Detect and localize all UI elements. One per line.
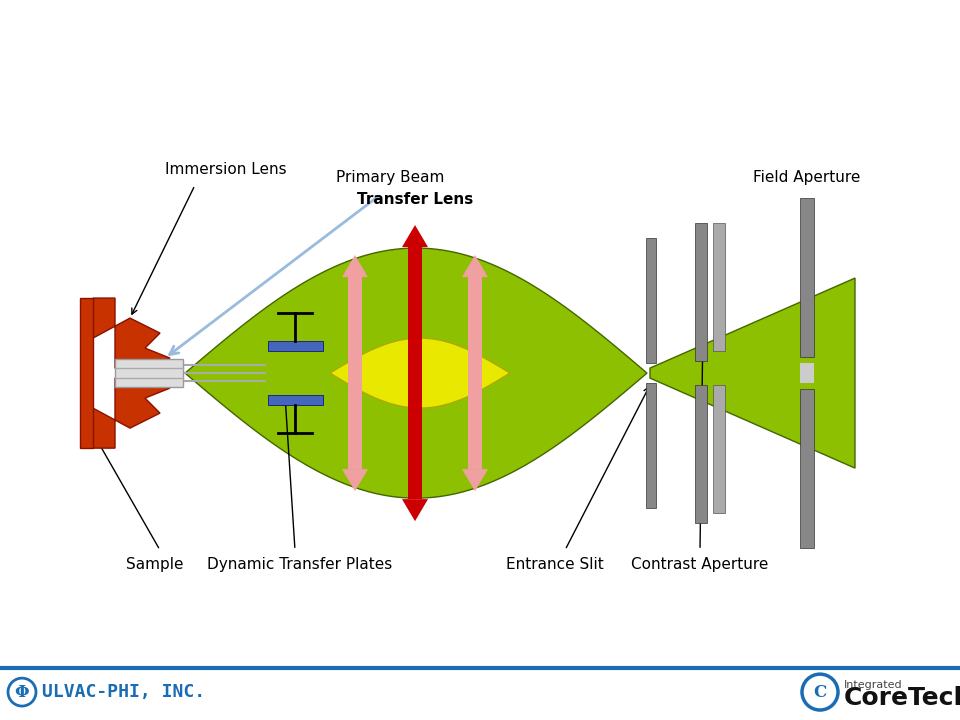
Bar (115, 359, 183, 387)
Text: C: C (813, 683, 827, 701)
Bar (800, 363, 814, 383)
Polygon shape (342, 469, 368, 491)
Text: Φ: Φ (36, 28, 68, 62)
Bar (713, 385, 725, 513)
Polygon shape (650, 278, 855, 468)
Text: Primary Beam: Primary Beam (336, 170, 444, 185)
Bar (800, 389, 814, 548)
Polygon shape (402, 499, 428, 521)
Polygon shape (342, 255, 368, 277)
Text: ULVAC-PHI, INC.: ULVAC-PHI, INC. (42, 683, 205, 701)
Text: Φ: Φ (14, 683, 30, 701)
Text: Sample: Sample (127, 557, 183, 572)
Polygon shape (93, 298, 170, 368)
Bar (408, 247, 422, 499)
Text: Field Aperture: Field Aperture (754, 170, 861, 185)
Text: Transfer Lens: Transfer Lens (357, 192, 473, 207)
Bar (348, 277, 362, 469)
Polygon shape (402, 225, 428, 247)
Bar (268, 395, 323, 405)
Polygon shape (462, 255, 488, 277)
Bar (646, 383, 656, 508)
Text: Entrance Slit: Entrance Slit (506, 557, 604, 572)
Bar (695, 385, 707, 523)
Bar (800, 198, 814, 357)
Text: Integrated: Integrated (844, 680, 902, 690)
Text: CoreTech: CoreTech (844, 686, 960, 710)
Polygon shape (93, 378, 170, 448)
Bar (646, 238, 656, 363)
Bar (468, 277, 482, 469)
Bar (80, 298, 93, 448)
Bar (713, 223, 725, 351)
Bar (268, 341, 323, 351)
Text: TRIFT Theory: TRIFT Theory (100, 28, 369, 62)
Text: Dynamic Transfer Plates: Dynamic Transfer Plates (207, 557, 393, 572)
Bar (695, 223, 707, 361)
Polygon shape (330, 338, 510, 408)
Text: Contrast Aperture: Contrast Aperture (632, 557, 769, 572)
Polygon shape (185, 248, 647, 498)
Polygon shape (462, 469, 488, 491)
Text: Immersion Lens: Immersion Lens (165, 162, 287, 177)
